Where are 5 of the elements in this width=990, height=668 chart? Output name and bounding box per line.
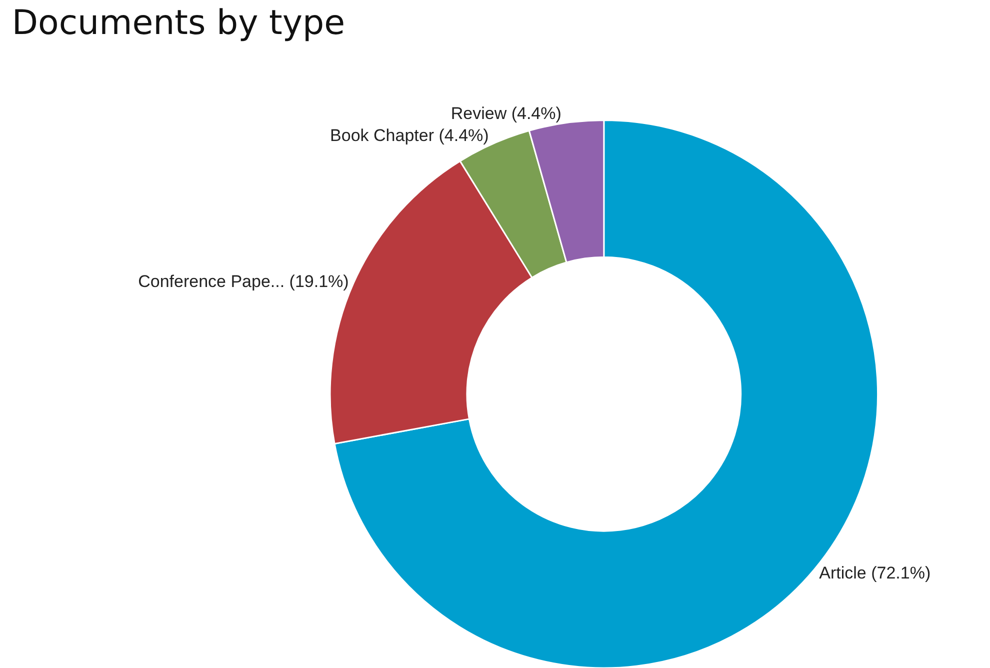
slice-label: Article (72.1%) xyxy=(819,564,931,583)
slice-label: Conference Pape... (19.1%) xyxy=(138,272,349,291)
chart-title: Documents by type xyxy=(12,2,346,43)
slice-label: Review (4.4%) xyxy=(450,104,562,124)
slice-label: Book Chapter (4.4%) xyxy=(330,126,489,145)
